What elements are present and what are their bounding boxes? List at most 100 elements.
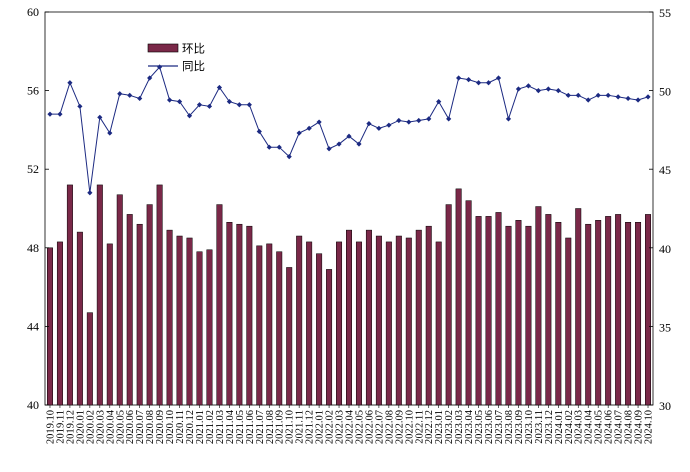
line-point [57, 111, 63, 117]
line-point [515, 86, 522, 92]
line-point [635, 97, 641, 103]
line-point [456, 75, 462, 81]
left-tick-label: 48 [27, 241, 39, 255]
bar [565, 237, 572, 406]
bar [495, 212, 502, 406]
bar [465, 200, 472, 406]
x-tick-label: 2020.01 [75, 410, 86, 444]
bar [316, 253, 323, 406]
line-point [386, 122, 392, 128]
bar [595, 220, 602, 406]
x-tick-label: 2021.01 [195, 410, 206, 444]
x-tick-label: 2023.06 [484, 410, 495, 444]
bar [296, 235, 303, 406]
line-point [436, 99, 442, 105]
left-tick-label: 56 [27, 84, 39, 98]
bar [405, 237, 412, 406]
line-point [206, 103, 213, 109]
x-tick-label: 2020.04 [105, 409, 116, 444]
x-tick-label: 2020.07 [135, 410, 146, 444]
line-point [346, 133, 352, 139]
x-tick-label: 2020.05 [115, 410, 126, 444]
line-point [555, 88, 561, 94]
x-tick-label: 2022.12 [424, 410, 435, 444]
x-tick-label: 2023.02 [444, 410, 455, 444]
bar [445, 204, 452, 406]
x-tick-label: 2024.08 [624, 410, 635, 444]
x-tick-label: 2020.03 [95, 410, 106, 444]
x-tick-label: 2022.01 [315, 410, 326, 444]
x-tick-label: 2021.09 [275, 410, 286, 444]
right-tick-label: 55 [659, 6, 671, 20]
x-tick-label: 2024.04 [584, 409, 595, 444]
line-point [216, 84, 223, 91]
bar [106, 243, 113, 406]
bar [196, 251, 203, 406]
legend-label-line: 同比 [182, 60, 205, 73]
bar [485, 216, 492, 406]
bar [355, 241, 362, 406]
bar [286, 267, 293, 406]
x-tick-label: 2024.09 [634, 410, 645, 444]
x-tick-label: 2021.12 [305, 410, 316, 444]
left-tick-label: 44 [27, 319, 39, 333]
bar [66, 184, 73, 406]
x-tick-label: 2023.10 [524, 410, 535, 444]
line-point [196, 102, 203, 108]
left-tick-label: 60 [27, 5, 39, 19]
line-point [316, 119, 322, 125]
line-point [77, 103, 83, 109]
bar [256, 245, 263, 406]
line-point [615, 94, 621, 100]
line-point [107, 130, 113, 136]
right-axis: 30 35 40 45 50 55 [649, 6, 671, 413]
x-tick-label: 2021.05 [235, 410, 246, 444]
x-tick-label: 2020.10 [165, 410, 176, 444]
x-tick-label: 2023.11 [534, 410, 545, 444]
line-point [466, 76, 472, 83]
bar [645, 214, 652, 406]
x-axis: 2019.102019.112019.122020.012020.022020.… [45, 405, 655, 444]
line-point [47, 111, 53, 117]
bar [186, 237, 193, 406]
left-tick-label: 40 [27, 398, 39, 412]
x-tick-label: 2023.08 [504, 410, 515, 444]
x-tick-label: 2024.01 [554, 410, 565, 444]
x-tick-label: 2021.06 [245, 410, 256, 444]
bar [136, 223, 143, 406]
x-tick-label: 2022.03 [335, 410, 346, 444]
bar [385, 241, 392, 406]
line-point [186, 113, 193, 119]
x-tick-label: 2021.02 [205, 410, 216, 444]
line-point [645, 94, 651, 100]
line-path [49, 66, 649, 193]
line-point [426, 116, 432, 122]
line-point [97, 114, 103, 120]
x-tick-label: 2022.09 [394, 410, 405, 444]
x-tick-label: 2020.12 [185, 410, 196, 444]
x-tick-label: 2019.10 [45, 410, 56, 444]
x-tick-label: 2022.08 [384, 410, 395, 444]
line-point [545, 86, 551, 92]
bar [435, 241, 442, 406]
line-point [366, 121, 372, 127]
line-point [495, 75, 502, 81]
bar [96, 184, 103, 406]
line-point [406, 119, 412, 125]
bar [116, 194, 123, 406]
bar [635, 222, 642, 406]
bar [365, 229, 372, 406]
line-point [147, 75, 153, 81]
x-tick-label: 2020.02 [85, 410, 96, 444]
bar [455, 188, 462, 406]
x-tick-label: 2021.03 [215, 410, 226, 444]
bar [585, 223, 592, 406]
line-point [276, 144, 282, 150]
x-tick-label: 2021.08 [265, 410, 276, 444]
line-point [137, 95, 143, 102]
x-tick-label: 2021.07 [255, 410, 266, 444]
x-tick-label: 2022.06 [364, 410, 375, 444]
right-tick-label: 50 [659, 85, 671, 99]
